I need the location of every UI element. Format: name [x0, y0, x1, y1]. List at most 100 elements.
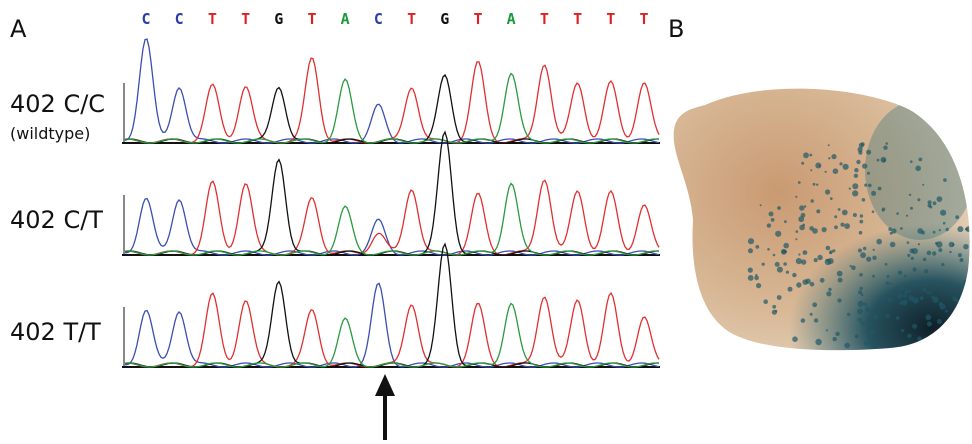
stain-dot: [803, 250, 808, 255]
stain-dot: [910, 207, 913, 210]
base-call: T: [208, 10, 217, 28]
stain-dot: [898, 271, 902, 275]
stain-dot: [799, 205, 804, 210]
stain-dot: [887, 275, 890, 278]
stain-dot: [801, 318, 806, 323]
stain-dot: [831, 154, 836, 159]
stain-dot: [861, 321, 865, 325]
stain-dot: [769, 212, 774, 217]
stain-dot: [906, 215, 908, 217]
stain-dot: [945, 310, 948, 313]
stain-dot: [755, 274, 757, 276]
stain-dot: [810, 169, 812, 171]
stain-dot: [826, 329, 828, 331]
stain-dot: [844, 223, 850, 229]
stain-dot: [912, 248, 918, 254]
stain-dot: [946, 228, 949, 231]
stain-dot: [756, 283, 761, 288]
stain-dot: [771, 218, 775, 222]
stain-dot: [825, 189, 830, 194]
stain-dot: [932, 251, 936, 255]
stain-dot: [926, 279, 929, 282]
stain-dot: [830, 197, 833, 200]
stain-dot: [923, 288, 927, 292]
stain-dot: [862, 198, 866, 202]
stain-dot: [869, 342, 872, 345]
stain-dot: [898, 294, 903, 299]
stain-dot: [816, 209, 820, 213]
stain-dot: [859, 220, 863, 224]
stain-dot: [937, 319, 942, 324]
stain-dot: [812, 228, 818, 234]
stain-dot: [817, 255, 822, 260]
stain-dot: [810, 313, 813, 316]
stain-dot: [888, 298, 892, 302]
stain-dot: [859, 231, 863, 235]
stain-dot: [912, 324, 917, 329]
stain-dot: [924, 269, 928, 273]
stain-dot: [866, 150, 871, 155]
panel-label: A: [10, 15, 27, 43]
stain-dot: [873, 249, 875, 251]
stain-dot: [834, 225, 838, 229]
stain-dot: [815, 163, 821, 169]
stain-dot: [927, 322, 932, 327]
stain-dot: [851, 266, 856, 271]
stain-dot: [917, 336, 922, 341]
base-call: T: [573, 10, 582, 28]
stain-dot: [963, 244, 968, 249]
base-call: A: [341, 10, 350, 28]
base-call: T: [241, 10, 250, 28]
stain-dot: [763, 299, 768, 304]
stain-dot: [838, 278, 843, 283]
stain-dot: [933, 201, 937, 205]
arrow: [375, 374, 395, 440]
figure: A B CCTTGTACTGTATTTT 402 C/C(wildtype)40…: [0, 0, 972, 444]
row-sublabel: (wildtype): [10, 124, 90, 143]
stain-dot: [943, 178, 947, 182]
stain-dot: [868, 339, 871, 342]
stain-dot: [919, 158, 923, 162]
stain-dot: [891, 228, 896, 233]
row-label: 402 T/T: [10, 318, 101, 346]
base-call: A: [507, 10, 516, 28]
stain-dot: [858, 318, 862, 322]
stain-dot: [854, 168, 858, 172]
stain-dot: [883, 146, 887, 150]
stain-dot: [886, 314, 890, 318]
stain-dot: [904, 275, 907, 278]
stain-dot: [872, 256, 876, 260]
stain-dot: [917, 284, 919, 286]
stain-dot: [917, 228, 923, 234]
stain-dot: [912, 280, 916, 284]
base-call: T: [540, 10, 549, 28]
trace: [125, 58, 659, 143]
stain-dot: [928, 200, 932, 204]
stain-dot: [909, 194, 911, 196]
stain-dot: [913, 267, 917, 271]
stain-dot: [810, 282, 815, 287]
stain-dot: [834, 215, 837, 218]
stain-dot: [784, 220, 787, 223]
stain-dot: [853, 213, 857, 217]
stain-dot: [926, 314, 932, 320]
stain-dot: [833, 168, 839, 174]
stain-dot: [813, 183, 816, 186]
stain-dot: [777, 295, 782, 300]
stain-dot: [866, 257, 871, 262]
stain-dot: [923, 258, 927, 262]
stain-dot: [885, 263, 888, 266]
embryo-image: [660, 80, 972, 385]
stain-dot: [860, 287, 863, 290]
stain-dot: [803, 152, 809, 158]
stain-dot: [796, 230, 799, 233]
panel-label: B: [668, 15, 684, 43]
stain-dot: [922, 184, 924, 186]
stain-dot: [838, 208, 841, 211]
stain-dot: [907, 241, 910, 244]
stain-dot: [864, 184, 867, 187]
stain-dot: [839, 162, 842, 165]
stain-dot: [767, 223, 771, 227]
stain-dot: [788, 287, 793, 292]
stain-dot: [814, 318, 818, 322]
